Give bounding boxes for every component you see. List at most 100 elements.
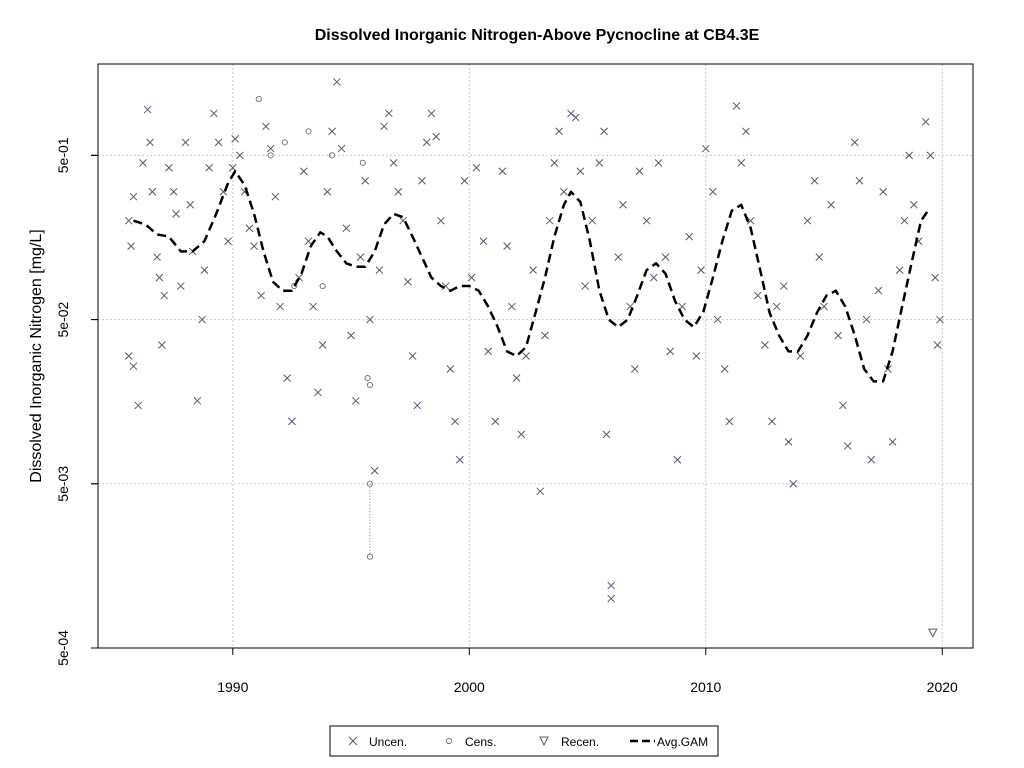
uncensored-point — [761, 341, 769, 349]
uncensored-point — [772, 302, 781, 311]
uncensored-point — [347, 331, 355, 340]
uncensored-point — [581, 282, 590, 290]
uncensored-point — [931, 273, 940, 282]
uncensored-point — [375, 266, 384, 274]
uncensored-point — [855, 176, 864, 185]
uncensored-point — [666, 347, 675, 356]
legend-recen-icon — [539, 736, 549, 747]
uncensored-point — [200, 266, 209, 274]
uncensored-point — [815, 253, 824, 261]
uncensored-point — [843, 442, 852, 450]
uncensored-point — [522, 352, 530, 360]
legend-uncen-label: Uncen. — [369, 735, 407, 749]
uncensored-point — [214, 138, 223, 147]
censored-point — [329, 152, 336, 159]
uncensored-point — [380, 122, 389, 131]
uncensored-point — [607, 581, 616, 590]
uncensored-point — [403, 277, 412, 286]
uncensored-point — [732, 102, 741, 110]
plot-frame — [97, 63, 974, 649]
uncensored-point — [910, 200, 918, 209]
gam-layer — [133, 170, 930, 383]
uncensored-point — [193, 396, 202, 405]
uncensored-point — [169, 187, 178, 196]
uncensored-point — [262, 122, 270, 131]
uncensored-point — [595, 159, 604, 167]
uncensored-point — [455, 455, 464, 464]
censored-point — [366, 480, 374, 487]
uncensored-point — [753, 291, 762, 300]
uncensored-point — [427, 109, 436, 118]
uncensored-point — [153, 253, 161, 261]
uncensored-point — [600, 127, 608, 136]
uncensored-point — [148, 187, 157, 196]
uncensored-point — [351, 396, 360, 405]
uncensored-point — [491, 417, 500, 426]
y-tick-label: 5e-01 — [55, 137, 71, 173]
uncensored-point — [432, 132, 441, 141]
uncensored-point — [498, 167, 507, 176]
legend-cens-label: Cens. — [465, 735, 496, 749]
uncensored-point — [701, 144, 710, 153]
uncensored-point — [827, 200, 835, 209]
uncensored-point — [479, 237, 488, 246]
uncensored-point — [266, 144, 275, 153]
uncensored-point — [642, 216, 651, 225]
uncensored-point — [545, 216, 554, 225]
legend-uncen-icon — [348, 736, 358, 746]
uncensored-point — [332, 78, 341, 86]
uncensored-point — [288, 417, 296, 426]
uncensored-point — [143, 105, 152, 114]
uncensored-point — [619, 200, 627, 209]
uncensored-point — [318, 341, 327, 349]
uncensored-point — [746, 216, 755, 225]
uncensored-point — [323, 187, 332, 196]
uncensored-point — [571, 113, 580, 122]
uncensored-point — [879, 187, 887, 196]
uncensored-point — [507, 302, 516, 311]
legend-gam-label: Avg.GAM — [657, 735, 708, 749]
uncensored-point — [654, 159, 663, 167]
uncensored-point — [146, 138, 154, 147]
censored-point — [366, 381, 374, 389]
uncensored-point — [503, 242, 511, 250]
uncensored-point — [867, 455, 876, 464]
uncensored-point — [422, 138, 431, 147]
uncensored-point — [157, 341, 166, 349]
uncensored-point — [834, 331, 843, 340]
censored-point — [291, 282, 298, 290]
y-tick-label: 5e-02 — [55, 301, 71, 337]
uncensored-point — [314, 388, 322, 397]
uncensored-point — [437, 216, 445, 225]
legend-box — [329, 725, 719, 757]
uncensored-point — [649, 273, 658, 282]
uncensored-point — [720, 365, 729, 373]
recensored-point — [927, 628, 938, 638]
uncensored-point — [176, 282, 185, 290]
uncensored-point — [709, 187, 717, 196]
data-points — [124, 78, 944, 638]
uncensored-point — [484, 347, 493, 356]
uncensored-point — [418, 176, 426, 185]
uncensored-point — [186, 200, 195, 209]
censored-point — [319, 282, 326, 290]
uncensored-point — [560, 187, 568, 196]
uncensored-point — [299, 167, 308, 176]
uncensored-point — [460, 176, 469, 185]
uncensored-point — [607, 594, 616, 603]
x-tick-label: 1990 — [217, 679, 248, 695]
uncensored-point — [472, 163, 481, 172]
uncensored-point — [205, 163, 214, 172]
censored-point — [255, 96, 262, 103]
uncensored-point — [550, 159, 559, 167]
y-tick-label: 5e-03 — [55, 466, 71, 502]
uncensored-point — [576, 167, 585, 176]
uncensored-point — [198, 315, 206, 324]
x-tick-label: 2000 — [454, 679, 485, 695]
uncensored-point — [236, 151, 244, 160]
uncensored-point — [673, 455, 682, 464]
uncensored-point — [309, 302, 318, 311]
censored-point — [305, 128, 312, 135]
uncensored-point — [921, 117, 930, 126]
